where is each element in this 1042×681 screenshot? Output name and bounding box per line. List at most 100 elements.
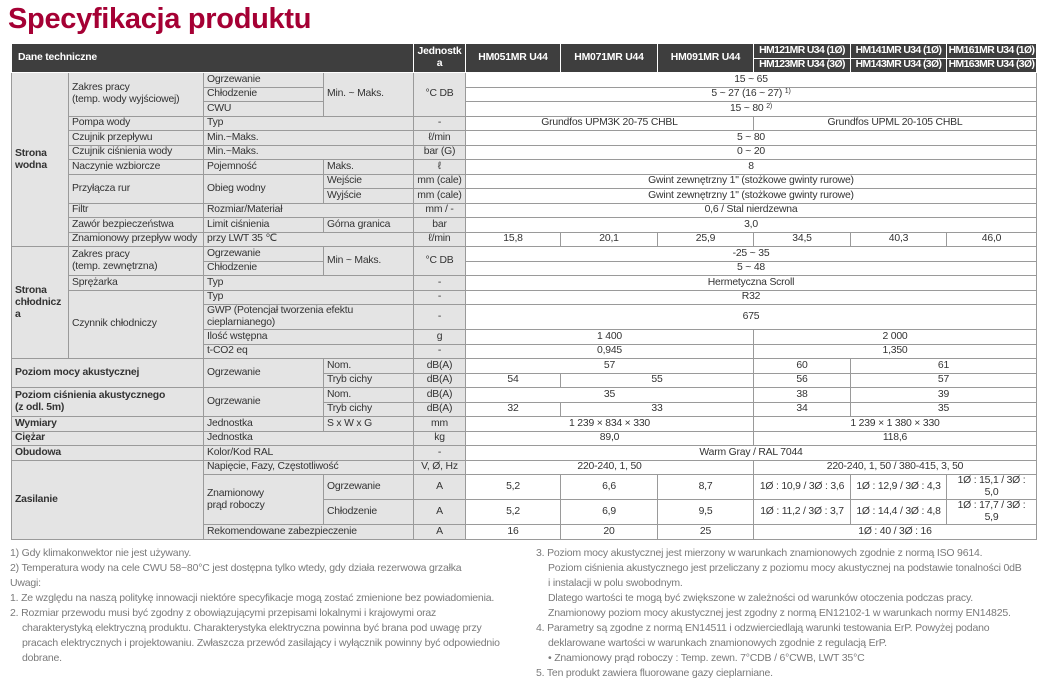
section-label: Obudowa	[11, 445, 204, 461]
row-condition: Min. ~ Maks.	[323, 72, 414, 117]
row-condition: Nom.	[323, 387, 414, 403]
row-sublabel: CWU	[203, 101, 324, 117]
section-label: Ciężar	[11, 430, 204, 446]
footnote: 1) Gdy klimakonwektor nie jest używany.	[10, 546, 192, 559]
cell-value: 2 000	[753, 329, 1037, 345]
cell-value: 1Ø : 17,7 / 3Ø : 5,9	[946, 499, 1037, 525]
value-text: 5 ~ 27 (16 ~ 27)	[711, 88, 783, 100]
row-label: Czujnik przepływu	[68, 130, 204, 146]
row-sublabel: Obieg wodny	[203, 173, 324, 204]
row-condition: Chłodzenie	[323, 499, 414, 525]
table-row: Obudowa Kolor/Kod RAL - Warm Gray / RAL …	[11, 445, 1037, 461]
cell-value: Grundfos UPML 20-105 CHBL	[753, 115, 1037, 131]
row-sublabel: Ogrzewanie	[203, 246, 324, 262]
footnote: 2) Temperatura wody na cele CWU 58~80°C …	[10, 561, 462, 574]
row-sublabel: Chłodzenie	[203, 260, 324, 276]
footnotes: 1) Gdy klimakonwektor nie jest używany. …	[0, 546, 1022, 681]
row-condition: Tryb cichy	[323, 372, 414, 388]
row-label: Znamionowy przepływ wody	[68, 231, 204, 247]
row-sublabel: GWP (Potencjał tworzenia efektu cieplarn…	[203, 304, 414, 330]
row-unit: A	[413, 474, 466, 500]
row-unit: A	[413, 499, 466, 525]
row-unit: °C DB	[413, 246, 466, 276]
row-sublabel: Min.~Maks.	[203, 130, 414, 146]
row-label: Sprężarka	[68, 275, 204, 291]
row-label: Naczynie wzbiorcze	[68, 159, 204, 175]
table-row: Ciężar Jednostka kg 89,0 118,6	[11, 430, 1037, 446]
row-unit: dB(A)	[413, 387, 466, 403]
row-label: Czujnik ciśnienia wody	[68, 144, 204, 160]
cell-value: 5 ~ 27 (16 ~ 27) 1)	[465, 86, 1037, 102]
table-row: Rekomendowane zabezpieczenie A 16 20 25 …	[12, 524, 1037, 540]
cell-value: 20,1	[560, 231, 658, 247]
cell-value: 55	[560, 372, 754, 388]
cell-value: 5,2	[465, 499, 561, 525]
cell-value: 5 ~ 48	[465, 260, 1037, 276]
cell-value: 0 ~ 20	[465, 144, 1037, 160]
header-model: HM123MR U34 (3Ø)	[753, 58, 851, 73]
row-unit: -	[413, 275, 466, 291]
row-unit: ℓ	[413, 159, 466, 175]
cell-value: 220-240, 1, 50 / 380-415, 3, 50	[753, 459, 1037, 475]
footnote-ref: 2)	[766, 102, 773, 110]
section-label: Strona chłodnicza	[11, 246, 69, 359]
table-row: Czynnik chłodniczy Typ - R32	[12, 289, 1037, 359]
cell-value: Gwint zewnętrzny 1" (stożkowe gwinty rur…	[465, 188, 1037, 204]
cell-value: 56	[753, 372, 851, 388]
cell-value: 1 239 × 834 × 330	[465, 416, 754, 432]
cell-value: 35	[465, 387, 754, 403]
cell-value: 1Ø : 11,2 / 3Ø : 3,7	[753, 499, 851, 525]
cell-value: 6,9	[560, 499, 658, 525]
cell-value: -25 ~ 35	[465, 246, 1037, 262]
table-row: Chłodzenie 5 ~ 48	[12, 260, 1037, 276]
cell-value: 60	[753, 358, 851, 374]
cell-value: 5 ~ 80	[465, 130, 1037, 146]
row-sublabel: Ilość wstępna	[203, 329, 414, 345]
header-model: HM141MR U34 (1Ø)	[850, 44, 947, 59]
table-row: GWP (Potencjał tworzenia efektu cieplarn…	[12, 304, 1037, 330]
row-unit: ℓ/min	[413, 231, 466, 247]
section-label: Wymiary	[11, 416, 204, 432]
spec-table: Dane techniczne Jednostka HM051MR U44 HM…	[11, 44, 1037, 540]
cell-value: 38	[753, 387, 851, 403]
cell-value: 220-240, 1, 50	[465, 459, 754, 475]
row-unit: dB(A)	[413, 358, 466, 374]
row-condition: Nom.	[323, 358, 414, 374]
row-unit: dB(A)	[413, 372, 466, 388]
cell-value: Hermetyczna Scroll	[465, 275, 1037, 291]
row-unit: -	[413, 289, 466, 305]
row-label: Pompa wody	[68, 115, 204, 131]
row-condition: Wejście	[323, 173, 414, 189]
table-row: Strona chłodnicza Zakres pracy (temp. ze…	[11, 246, 1037, 359]
table-row: Pompa wody Typ - Grundfos UPM3K 20-75 CH…	[12, 115, 1037, 131]
row-sublabel: Znamionowy prąd roboczy	[203, 474, 324, 525]
row-sublabel: Ogrzewanie	[203, 72, 324, 88]
row-unit: -	[413, 115, 466, 131]
row-unit: V, Ø, Hz	[413, 459, 466, 475]
cell-value: R32	[465, 289, 1037, 305]
footnotes-right: 3. Poziom mocy akustycznej jest mierzony…	[536, 546, 1032, 681]
value-text: 15 ~ 80	[729, 102, 764, 114]
table-row: t-CO2 eq - 0,945 1,350	[12, 343, 1037, 359]
section-label: Poziom ciśnienia akustycznego (z odl. 5m…	[11, 387, 204, 417]
row-unit: dB(A)	[413, 401, 466, 417]
table-row: Naczynie wzbiorcze Pojemność Maks. ℓ 8	[12, 159, 1037, 175]
cell-value: 34	[753, 401, 851, 417]
header-model: HM161MR U34 (1Ø)	[946, 44, 1037, 59]
row-sublabel: Rekomendowane zabezpieczenie	[203, 524, 414, 540]
cell-value: 15 ~ 65	[465, 72, 1037, 88]
row-unit: bar (G)	[413, 144, 466, 160]
cell-value: 0,945	[465, 343, 754, 359]
cell-value: 57	[850, 372, 1037, 388]
table-row: Wymiary Jednostka S x W x G mm 1 239 × 8…	[11, 416, 1037, 432]
row-label: Czynnik chłodniczy	[68, 289, 204, 359]
cell-value: 54	[465, 372, 561, 388]
cell-value: 25,9	[657, 231, 754, 247]
table-row: Przyłącza rur Obieg wodny Wejście mm (ca…	[12, 173, 1037, 204]
cell-value: 33	[560, 401, 754, 417]
row-sublabel: Typ	[203, 115, 414, 131]
table-row: Wyjście mm (cale) Gwint zewnętrzny 1" (s…	[12, 188, 1037, 204]
note: 1. Ze względu na naszą politykę innowacj…	[10, 591, 495, 604]
cell-value: Grundfos UPM3K 20-75 CHBL	[465, 115, 754, 131]
cell-value: Gwint zewnętrzny 1" (stożkowe gwinty rur…	[465, 173, 1037, 189]
